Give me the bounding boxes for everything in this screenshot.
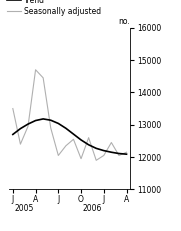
Text: 2005: 2005 [14, 204, 34, 213]
Legend: Trend, Seasonally adjusted: Trend, Seasonally adjusted [7, 0, 102, 16]
Text: no.: no. [119, 17, 130, 26]
Text: 2006: 2006 [83, 204, 102, 213]
